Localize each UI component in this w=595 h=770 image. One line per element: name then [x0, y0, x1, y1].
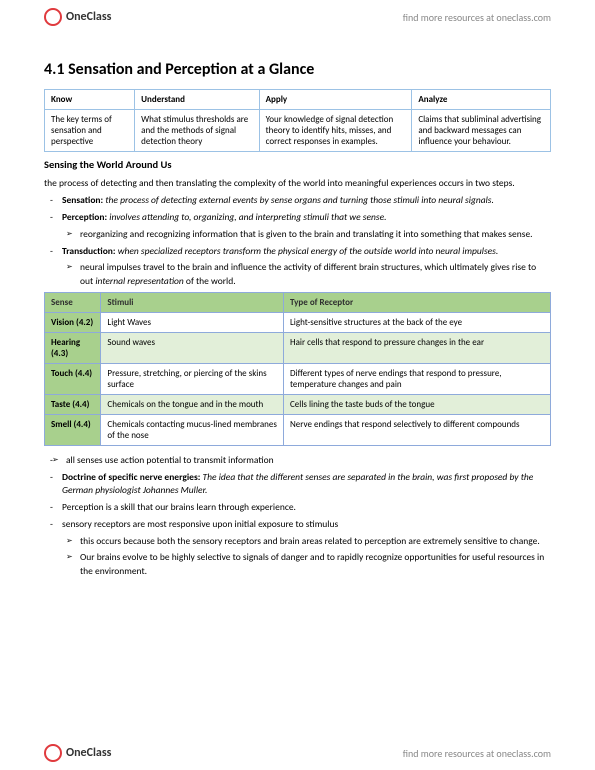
sense-stimuli: Chemicals on the tongue and in the mouth	[101, 394, 284, 414]
senses-header: Stimuli	[101, 292, 284, 312]
list-item: Sensation: the process of detecting exte…	[62, 194, 551, 208]
brand-logo-icon	[44, 744, 62, 762]
kuaa-cell: The key terms of sensation and perspecti…	[45, 110, 135, 152]
sense-name: Taste (4.4)	[45, 394, 101, 414]
sense-name: Touch (4.4)	[45, 363, 101, 394]
kuaa-cell: Your knowledge of signal detection theor…	[259, 110, 412, 152]
list-item: Transduction: when specialized receptors…	[62, 245, 551, 289]
kuaa-cell: What stimulus thresholds are and the met…	[135, 110, 259, 152]
senses-header: Type of Receptor	[283, 292, 550, 312]
sense-stimuli: Chemicals contacting mucus-lined membran…	[101, 414, 284, 445]
sense-receptor: Light-sensitive structures at the back o…	[283, 312, 550, 332]
page-footer: OneClass find more resources at oneclass…	[0, 736, 595, 770]
sub-item: reorganizing and recognizing information…	[80, 228, 551, 242]
page-header: OneClass find more resources at oneclass…	[0, 0, 595, 34]
sense-name: Vision (4.2)	[45, 312, 101, 332]
kuaa-table: Know Understand Apply Analyze The key te…	[44, 89, 551, 152]
sub-item: this occurs because both the sensory rec…	[80, 535, 551, 549]
header-tagline: find more resources at oneclass.com	[403, 11, 551, 24]
kuaa-header: Analyze	[412, 90, 551, 110]
sense-stimuli: Light Waves	[101, 312, 284, 332]
sense-stimuli: Pressure, stretching, or piercing of the…	[101, 363, 284, 394]
sense-name: Smell (4.4)	[45, 414, 101, 445]
senses-header: Sense	[45, 292, 101, 312]
sub-item: all senses use action potential to trans…	[66, 454, 551, 468]
brand-logo: OneClass	[44, 8, 111, 26]
page-content: 4.1 Sensation and Perception at a Glance…	[0, 34, 595, 642]
list-item: Perception: involves attending to, organ…	[62, 211, 551, 242]
term-text: involves attending to, organizing, and i…	[109, 211, 386, 223]
sense-stimuli: Sound waves	[101, 332, 284, 363]
kuaa-cell: Claims that subliminal advertising and b…	[412, 110, 551, 152]
kuaa-header: Understand	[135, 90, 259, 110]
list-item: Perception is a skill that our brains le…	[62, 501, 551, 515]
list-item: sensory receptors are most responsive up…	[62, 518, 551, 579]
sense-receptor: Cells lining the taste buds of the tongu…	[283, 394, 550, 414]
kuaa-header: Know	[45, 90, 135, 110]
term: Transduction:	[62, 245, 116, 257]
sense-receptor: Different types of nerve endings that re…	[283, 363, 550, 394]
term-text: when specialized receptors transform the…	[118, 245, 499, 257]
term: Perception:	[62, 211, 107, 223]
term: Sensation:	[62, 194, 103, 206]
term-text: the process of detecting external events…	[105, 194, 494, 206]
sense-receptor: Nerve endings that respond selectively t…	[283, 414, 550, 445]
senses-table: Sense Stimuli Type of Receptor Vision (4…	[44, 292, 551, 446]
sense-name: Hearing (4.3)	[45, 332, 101, 363]
brand-name: OneClass	[66, 746, 111, 760]
brand-logo-icon	[44, 8, 62, 26]
note-text: sensory receptors are most responsive up…	[62, 518, 338, 530]
list-item: all senses use action potential to trans…	[62, 454, 551, 468]
definition-list: Sensation: the process of detecting exte…	[44, 194, 551, 289]
sub-item: neural impulses travel to the brain and …	[80, 261, 551, 289]
sense-receptor: Hair cells that respond to pressure chan…	[283, 332, 550, 363]
term: Doctrine of specific nerve energies:	[62, 471, 200, 483]
footer-tagline: find more resources at oneclass.com	[403, 747, 551, 760]
brand-logo: OneClass	[44, 744, 111, 762]
brand-name: OneClass	[66, 10, 111, 24]
list-item: Doctrine of specific nerve energies: The…	[62, 471, 551, 499]
page-title: 4.1 Sensation and Perception at a Glance	[44, 60, 551, 79]
intro-paragraph: the process of detecting and then transl…	[44, 177, 551, 190]
kuaa-header: Apply	[259, 90, 412, 110]
sub-item: Our brains evolve to be highly selective…	[80, 551, 551, 579]
section-heading: Sensing the World Around Us	[44, 158, 551, 171]
notes-list: all senses use action potential to trans…	[44, 454, 551, 579]
